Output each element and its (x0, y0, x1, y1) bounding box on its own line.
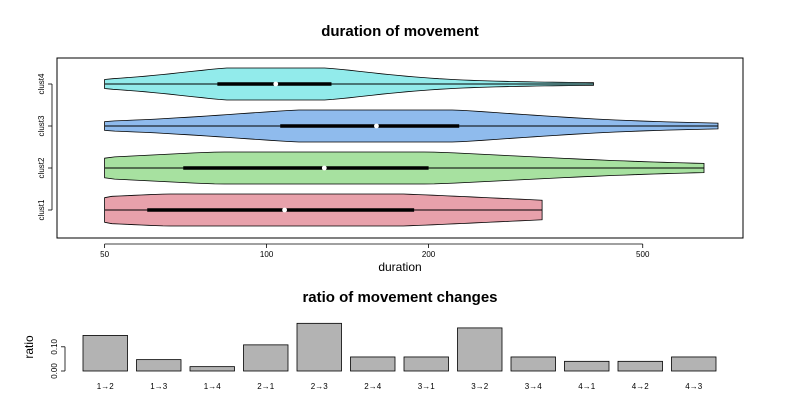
bar-10 (617, 360, 663, 372)
bar-category-label: 2→4 (364, 382, 381, 391)
x-tick-label: 200 (422, 250, 436, 259)
bar-5 (350, 356, 396, 372)
bar-4 (296, 322, 342, 372)
x-tick-label: 50 (100, 250, 109, 259)
plot-frame (56, 57, 744, 239)
bar-y-axis: 0.00 0.10 (50, 338, 66, 379)
bar-category-label: 4→3 (685, 382, 702, 391)
bar-8 (510, 356, 556, 372)
bar-9 (564, 360, 610, 372)
bar-1 (136, 359, 182, 372)
median-clust3 (374, 123, 379, 129)
bar-chart-title: ratio of movement changes (302, 289, 497, 306)
bar-y-axis-label: ratio (22, 335, 36, 359)
y-tick-label: clust1 (37, 199, 46, 220)
bar-category-label: 3→2 (471, 382, 488, 391)
violin-layer (104, 67, 719, 227)
median-clust2 (321, 165, 327, 171)
bar-category-label: 3→4 (525, 382, 542, 391)
median-clust4 (273, 81, 279, 87)
bar-3 (243, 344, 289, 372)
x-axis-label: duration (378, 260, 421, 274)
x-tick-label: 100 (260, 250, 274, 259)
y-tick-label: clust4 (37, 73, 46, 94)
bar-category-label: 4→1 (578, 382, 595, 391)
bar-6 (403, 356, 449, 372)
bar-0 (82, 335, 128, 372)
bar-y-tick-label: 0.10 (50, 338, 59, 354)
bar-category-label: 3→1 (418, 382, 435, 391)
bar-layer: 1→2 1→3 1→4 2→1 2→3 2→4 3→1 3→2 3→4 4→1 4→2 4→3 (82, 322, 717, 391)
bar-category-label: 1→4 (204, 382, 221, 391)
y-axis: clust1 clust2 clust3 clust4 (37, 73, 53, 220)
bar-2 (189, 366, 235, 372)
bar-7 (457, 327, 503, 372)
bar-category-label: 2→3 (311, 382, 328, 391)
chart-title: duration of movement (321, 23, 479, 40)
bar-category-label: 1→2 (97, 382, 114, 391)
bar-y-tick-label: 0.00 (50, 363, 59, 379)
bar-category-label: 2→1 (257, 382, 274, 391)
y-tick-label: clust3 (37, 115, 46, 136)
y-tick-label: clust2 (37, 157, 46, 178)
x-axis: 50 100 200 500 (100, 243, 650, 259)
bar-category-label: 1→3 (150, 382, 167, 391)
bar-category-label: 4→2 (632, 382, 649, 391)
x-tick-label: 500 (636, 250, 650, 259)
bar-11 (671, 356, 717, 372)
median-clust1 (282, 207, 287, 213)
